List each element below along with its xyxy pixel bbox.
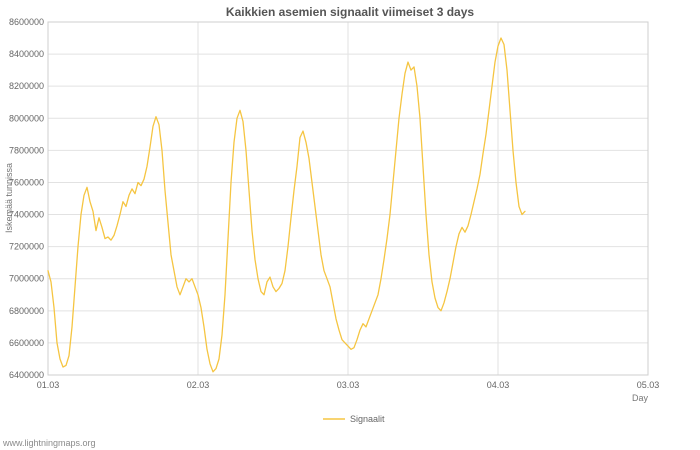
plot-border	[47, 21, 649, 376]
x-tick-label: 03.03	[337, 380, 360, 390]
x-axis-label: Day	[632, 393, 649, 403]
legend-label-signaalit: Signaalit	[350, 414, 385, 424]
y-axis-label: Iskemää tunnissa	[4, 163, 14, 233]
y-tick-label: 7800000	[9, 145, 44, 155]
y-tick-label: 7600000	[9, 177, 44, 187]
gridlines	[47, 21, 649, 376]
y-tick-label: 7400000	[9, 210, 44, 220]
y-tick-labels: 6400000 6600000 6800000 7000000 7200000 74000…	[9, 17, 44, 380]
y-tick-label: 8600000	[9, 17, 44, 27]
plot-area: 6400000 6600000 6800000 7000000 7200000 74000…	[9, 17, 659, 390]
x-tick-labels: 01.03 02.03 03.03 04.03 05.03	[37, 380, 660, 390]
x-tick-label: 04.03	[487, 380, 510, 390]
y-tick-label: 6400000	[9, 370, 44, 380]
y-tick-label: 8000000	[9, 113, 44, 123]
y-tick-label: 6800000	[9, 306, 44, 316]
y-tick-label: 8400000	[9, 49, 44, 59]
chart-title: Kaikkien asemien signaalit viimeiset 3 d…	[226, 5, 474, 19]
x-tick-label: 01.03	[37, 380, 60, 390]
x-tick-label: 05.03	[637, 380, 660, 390]
legend: Signaalit	[323, 414, 385, 424]
y-tick-label: 8200000	[9, 81, 44, 91]
y-tick-label: 7000000	[9, 274, 44, 284]
series-line-signaalit	[47, 37, 526, 373]
y-tick-label: 7200000	[9, 242, 44, 252]
y-tick-label: 6600000	[9, 338, 44, 348]
watermark-link[interactable]: www.lightningmaps.org	[2, 438, 96, 448]
x-tick-label: 02.03	[187, 380, 210, 390]
